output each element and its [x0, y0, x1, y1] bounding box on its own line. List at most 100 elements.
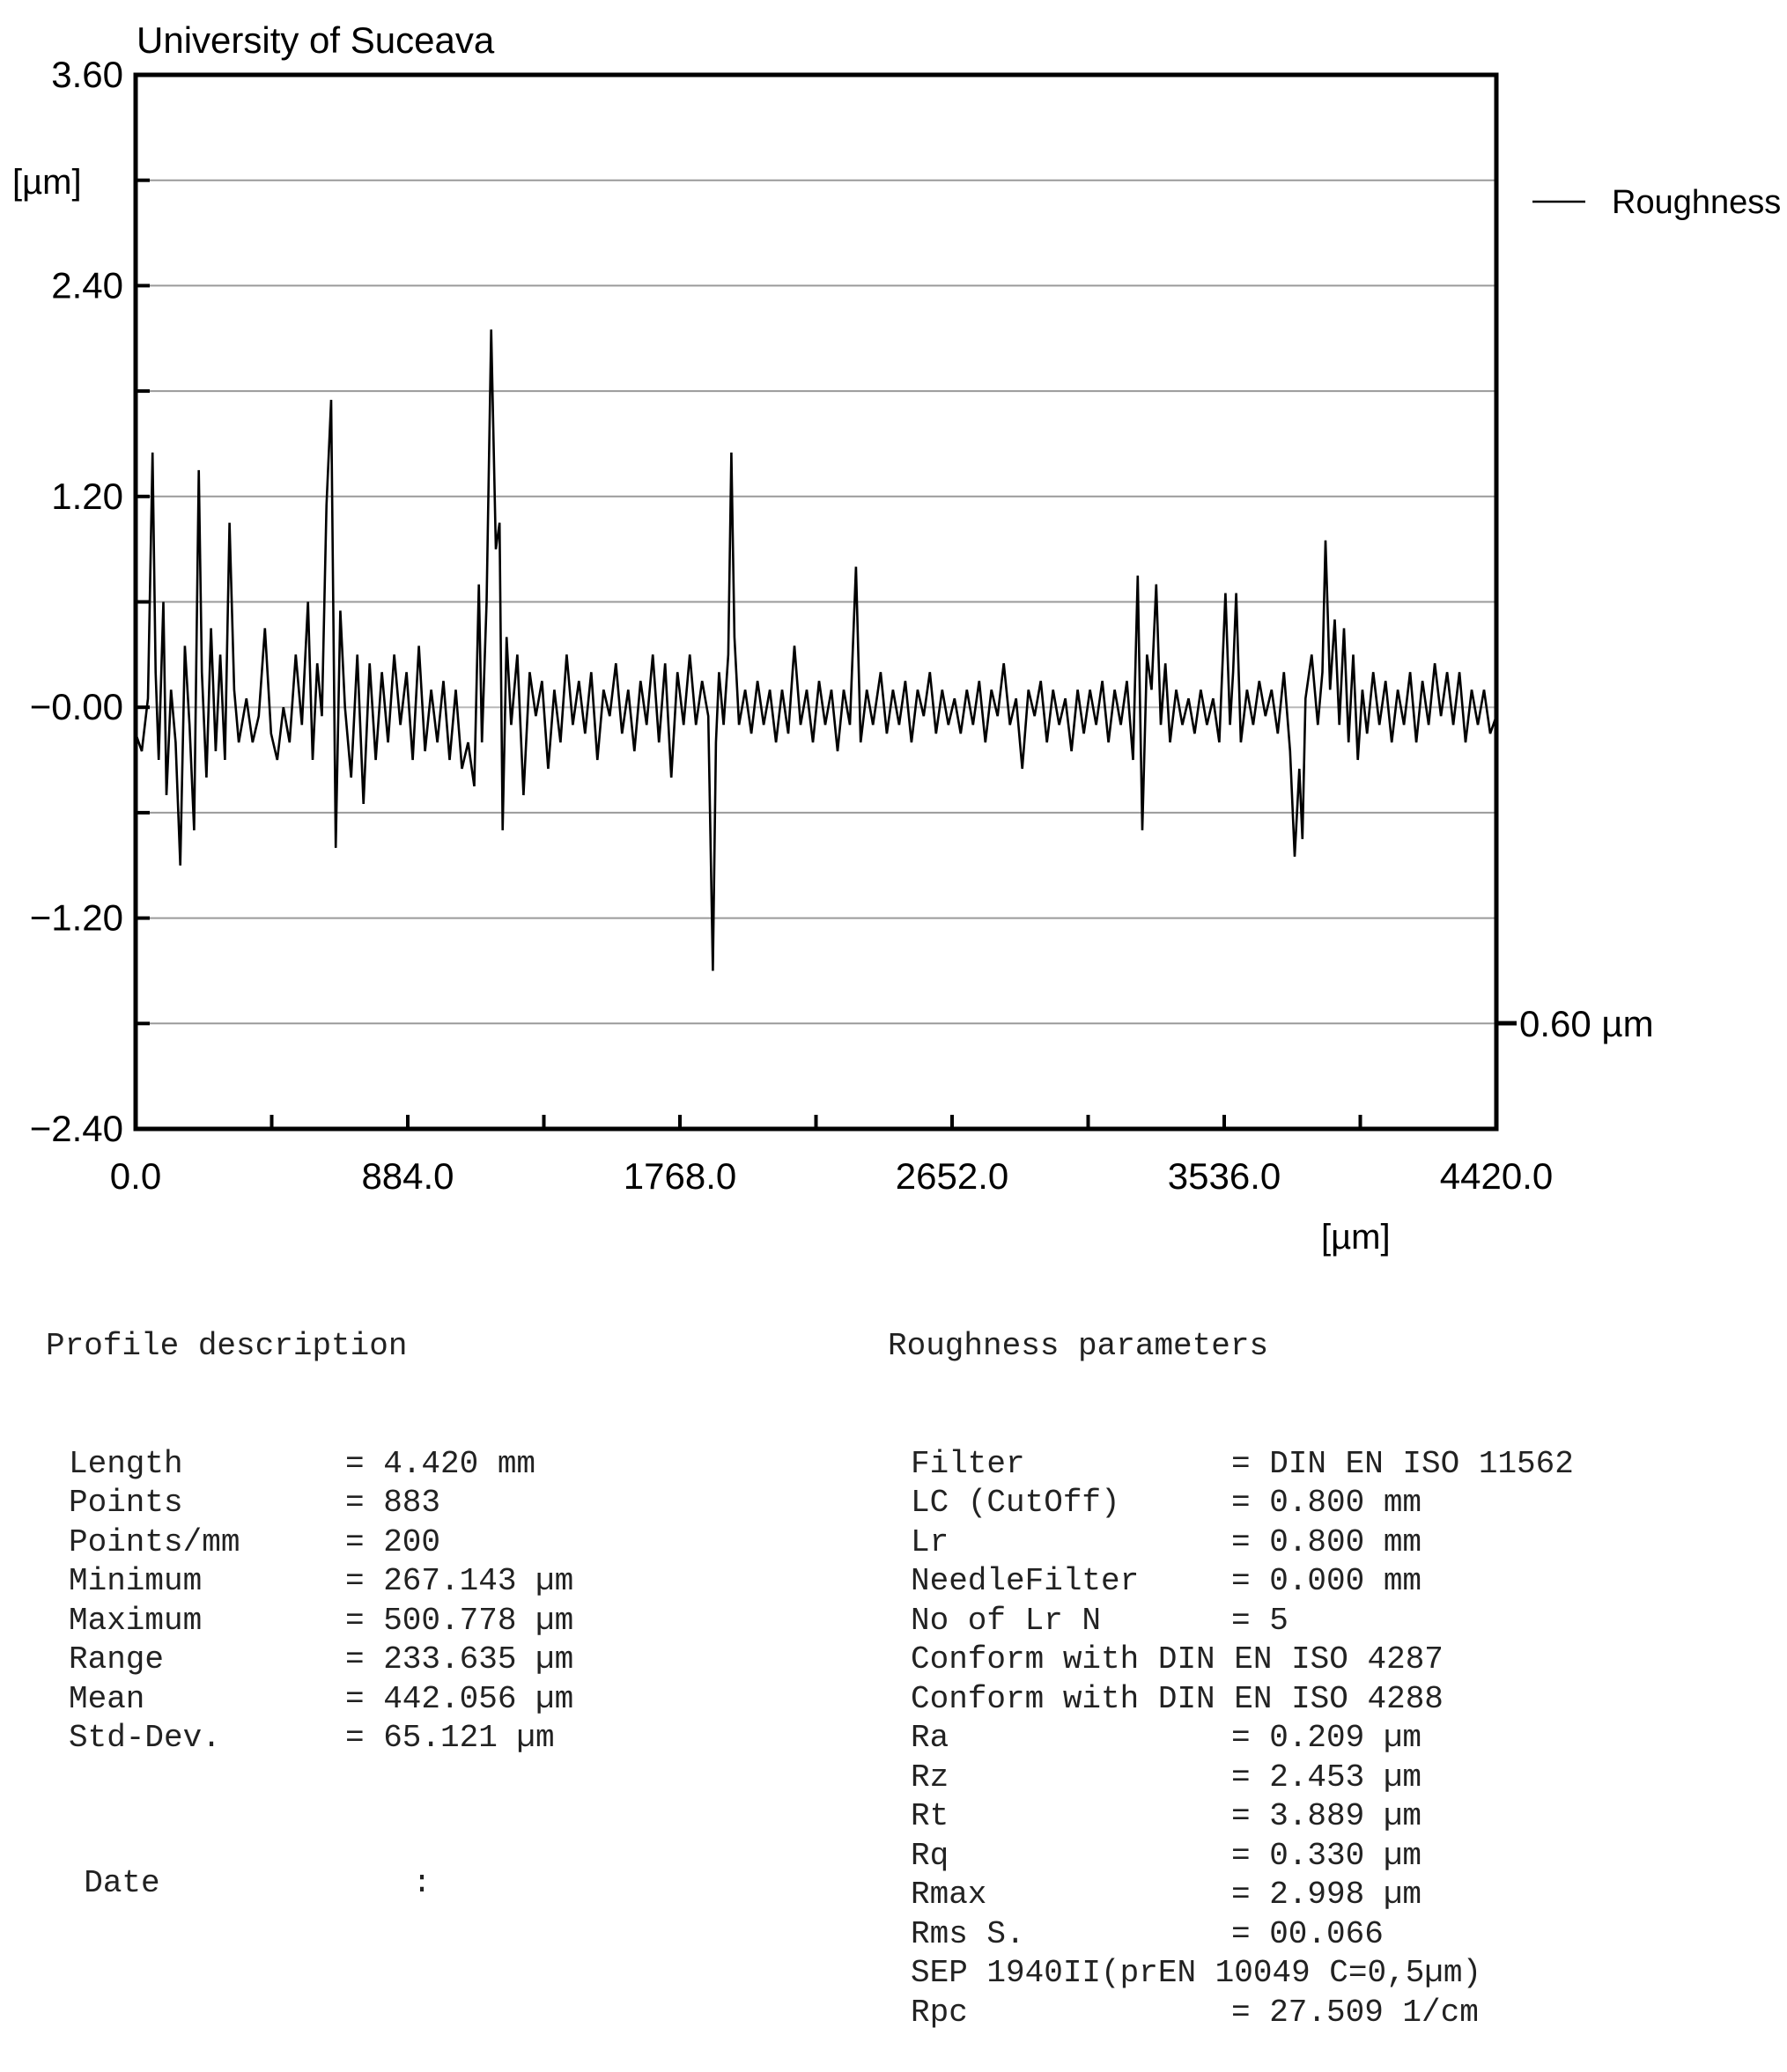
- y-axis-unit-label: [µm]: [12, 163, 82, 202]
- roughness-note: Conform with DIN EN ISO 4288: [911, 1680, 1444, 1717]
- roughness-value: = 3.889 µm: [1231, 1798, 1422, 1834]
- roughness-label: LC (CutOff): [911, 1485, 1120, 1521]
- roughness-row: Ra = 0.209 µm: [888, 1719, 1574, 1759]
- legend-label-roughness: Roughness: [1612, 184, 1781, 221]
- profile-label: Points/mm: [69, 1523, 240, 1560]
- y-tick-label: −0.00: [30, 686, 123, 727]
- profile-row: Points/mm = 200: [46, 1523, 573, 1563]
- profile-label: Points: [69, 1485, 183, 1521]
- grid-lines: [136, 179, 1496, 1025]
- roughness-label: No of Lr N: [911, 1602, 1102, 1639]
- roughness-row: NeedleFilter = 0.000 mm: [888, 1562, 1574, 1602]
- roughness-label: Rq: [911, 1837, 949, 1874]
- roughness-chart: University of Suceava [µm] [µm] 3.60 2.40…: [12, 19, 1781, 1257]
- x-tick-labels: 0.0 884.0 1768.0 2652.0 3536.0 4420.0: [110, 1155, 1553, 1197]
- roughness-row: Conform with DIN EN ISO 4288: [888, 1680, 1574, 1720]
- roughness-label: Rmax: [911, 1877, 987, 1913]
- roughness-note: Conform with DIN EN ISO 4287: [911, 1641, 1444, 1678]
- scale-marker: 0.60 µm: [1496, 1003, 1654, 1044]
- x-tick-label: 3536.0: [1168, 1155, 1281, 1197]
- profile-label: Maximum: [69, 1602, 203, 1639]
- roughness-label: Rms S.: [911, 1915, 1025, 1952]
- roughness-label: Rpc: [911, 1994, 968, 2031]
- x-tick-label: 0.0: [110, 1155, 161, 1197]
- roughness-label: Rt: [911, 1798, 949, 1834]
- x-tick-label: 2652.0: [896, 1155, 1008, 1197]
- roughness-rows: Filter = DIN EN ISO 11562 LC (CutOff) = 0.8…: [888, 1445, 1574, 2033]
- roughness-value: = 0.800 mm: [1231, 1485, 1422, 1521]
- profile-value: = 200: [345, 1523, 441, 1560]
- legend: Roughness: [1532, 184, 1781, 221]
- profile-label: Mean: [69, 1680, 145, 1717]
- roughness-heading: Roughness parameters: [888, 1328, 1269, 1364]
- roughness-note: SEP 1940II(prEN 10049 C=0,5µm): [911, 1955, 1482, 1991]
- profile-value: = 500.778 µm: [345, 1602, 574, 1639]
- profile-row: Points = 883: [46, 1484, 573, 1523]
- roughness-value: = 2.453 µm: [1231, 1759, 1422, 1795]
- roughness-row: Rmax = 2.998 µm: [888, 1876, 1574, 1915]
- profile-row: Minimum = 267.143 µm: [46, 1562, 573, 1602]
- profile-label: Std-Dev.: [69, 1720, 221, 1756]
- x-tick-label: 884.0: [361, 1155, 454, 1197]
- roughness-row: Lr = 0.800 mm: [888, 1523, 1574, 1563]
- roughness-row: SEP 1940II(prEN 10049 C=0,5µm): [888, 1954, 1574, 1994]
- profile-value: = 267.143 µm: [345, 1563, 574, 1599]
- x-axis-unit-label: [µm]: [1321, 1218, 1391, 1257]
- profile-heading: Profile description: [46, 1328, 408, 1364]
- chart-title: University of Suceava: [137, 19, 495, 61]
- roughness-value: = 27.509 1/cm: [1231, 1994, 1479, 2031]
- profile-row: Std-Dev. = 65.121 µm: [46, 1719, 573, 1759]
- roughness-row: Rpc = 27.509 1/cm: [888, 1994, 1574, 2033]
- y-tick-label: 2.40: [51, 264, 123, 306]
- profile-value: = 883: [345, 1485, 441, 1521]
- roughness-row: Rms S. = 00.066: [888, 1915, 1574, 1955]
- roughness-row: Conform with DIN EN ISO 4287: [888, 1641, 1574, 1680]
- roughness-label: Rz: [911, 1759, 949, 1795]
- profile-value: = 442.056 µm: [345, 1680, 574, 1717]
- roughness-series-line: [134, 329, 1498, 971]
- date-value: :: [412, 1865, 432, 1901]
- profile-row: Range = 233.635 µm: [46, 1641, 573, 1680]
- profile-label: Minimum: [69, 1563, 203, 1599]
- roughness-row: Filter = DIN EN ISO 11562: [888, 1445, 1574, 1485]
- plot-frame: [133, 72, 1499, 1132]
- y-tick-label: 3.60: [51, 54, 123, 95]
- roughness-value: = 0.800 mm: [1231, 1523, 1422, 1560]
- roughness-row: LC (CutOff) = 0.800 mm: [888, 1484, 1574, 1523]
- roughness-row: Rq = 0.330 µm: [888, 1837, 1574, 1877]
- roughness-label: Filter: [911, 1445, 1025, 1482]
- profile-value: = 233.635 µm: [345, 1641, 574, 1678]
- y-tick-label: −1.20: [30, 897, 123, 939]
- profile-row: Maximum = 500.778 µm: [46, 1602, 573, 1641]
- y-tick-label: −2.40: [30, 1108, 123, 1149]
- date-row: Date:: [46, 1829, 432, 1901]
- roughness-label: Ra: [911, 1720, 949, 1756]
- roughness-value: = DIN EN ISO 11562: [1231, 1445, 1574, 1482]
- axis-ticks: [136, 178, 1362, 1129]
- profile-description-block: Profile description Length = 4.420 mm Poin…: [46, 1249, 573, 1797]
- profile-row: Mean = 442.056 µm: [46, 1680, 573, 1720]
- roughness-parameters-block: Roughness parameters Filter = DIN EN ISO …: [888, 1249, 1574, 2072]
- profile-label: Range: [69, 1641, 165, 1678]
- y-tick-label: 1.20: [51, 476, 123, 517]
- profile-rows: Length = 4.420 mm Points = 883 Points/mm = 20…: [46, 1445, 573, 1759]
- y-tick-labels: 3.60 2.40 1.20 −0.00 −1.20 −2.40: [30, 54, 123, 1149]
- roughness-value: = 0.000 mm: [1231, 1563, 1422, 1599]
- roughness-label: Lr: [911, 1523, 949, 1560]
- roughness-row: No of Lr N = 5: [888, 1602, 1574, 1641]
- roughness-value: = 00.066: [1231, 1915, 1384, 1952]
- roughness-value: = 5: [1231, 1602, 1289, 1639]
- profile-value: = 4.420 mm: [345, 1445, 536, 1482]
- roughness-value: = 0.209 µm: [1231, 1720, 1422, 1756]
- x-tick-label: 4420.0: [1440, 1155, 1553, 1197]
- profile-row: Length = 4.420 mm: [46, 1445, 573, 1485]
- profile-label: Length: [69, 1445, 183, 1482]
- roughness-row: Rz = 2.453 µm: [888, 1759, 1574, 1798]
- scale-marker-label: 0.60 µm: [1519, 1003, 1654, 1044]
- roughness-value: = 2.998 µm: [1231, 1877, 1422, 1913]
- x-tick-label: 1768.0: [624, 1155, 736, 1197]
- roughness-label: NeedleFilter: [911, 1563, 1140, 1599]
- date-label: Date: [84, 1865, 160, 1901]
- roughness-value: = 0.330 µm: [1231, 1837, 1422, 1874]
- profile-value: = 65.121 µm: [345, 1720, 555, 1756]
